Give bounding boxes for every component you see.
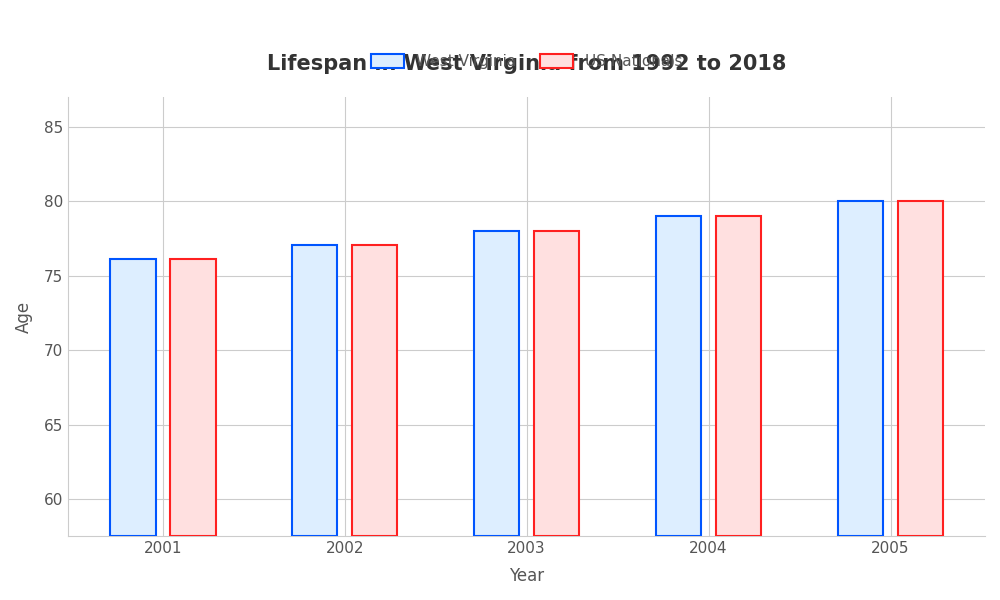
Bar	[534, 231, 579, 536]
Bar	[352, 245, 397, 536]
Bar	[898, 202, 943, 536]
Y-axis label: Age: Age	[15, 301, 33, 333]
Bar	[292, 245, 337, 536]
X-axis label: Year: Year	[509, 567, 544, 585]
Bar	[474, 231, 519, 536]
Bar	[838, 202, 883, 536]
Title: Lifespan in West Virginia from 1992 to 2018: Lifespan in West Virginia from 1992 to 2…	[267, 53, 786, 74]
Bar	[656, 217, 701, 536]
Bar	[110, 259, 156, 536]
Bar	[170, 259, 216, 536]
Bar	[716, 217, 761, 536]
Legend: West Virginia, US Nationals: West Virginia, US Nationals	[364, 48, 689, 76]
